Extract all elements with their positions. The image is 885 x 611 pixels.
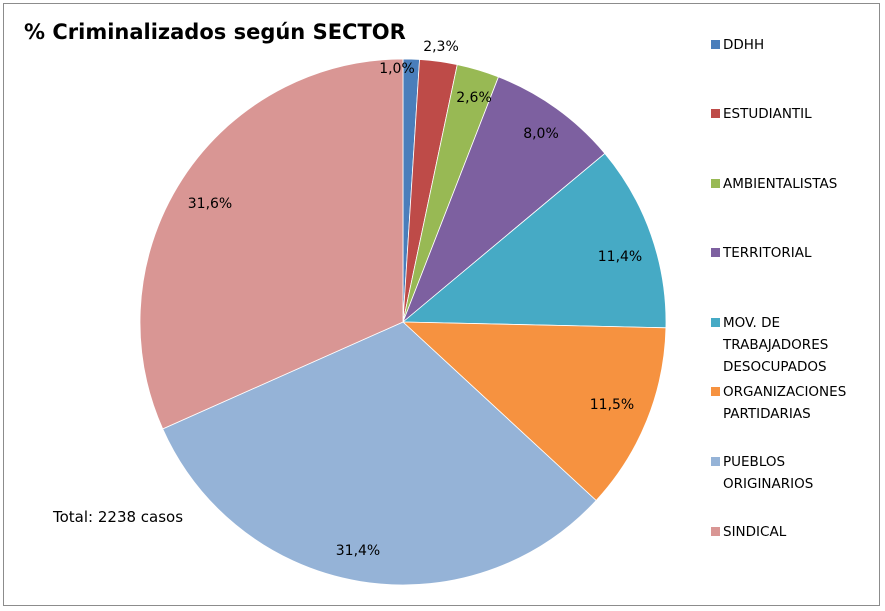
data-label: 11,5%	[590, 397, 634, 413]
legend-label: SINDICAL	[723, 524, 787, 540]
pie-slice-territorial	[402, 76, 606, 323]
legend-label: PUEBLOS ORIGINARIOS	[723, 454, 814, 492]
total-annotation: Total: 2238 casos	[53, 508, 184, 526]
data-label: 2,6%	[456, 90, 492, 106]
pie-slice-sindical	[139, 58, 404, 430]
legend-label: MOV. DE TRABAJADORES DESOCUPADOS	[723, 315, 829, 375]
legend-label: AMBIENTALISTAS	[723, 176, 838, 192]
data-label: 2,3%	[423, 39, 459, 55]
data-label: 31,6%	[188, 196, 232, 212]
chart-frame	[3, 3, 880, 606]
legend-swatch	[711, 527, 720, 536]
legend-label: ESTUDIANTIL	[723, 106, 812, 122]
data-label: 31,4%	[336, 543, 380, 559]
pie-slice-organizaciones-partidarias	[401, 321, 667, 502]
legend-label: DDHH	[723, 37, 765, 53]
legend-swatch	[711, 40, 720, 49]
legend-swatch	[711, 248, 720, 257]
data-label: 8,0%	[523, 126, 559, 142]
chart-title: % Criminalizados según SECTOR	[24, 20, 406, 44]
data-label: 11,4%	[598, 249, 642, 265]
legend-swatch	[711, 109, 720, 118]
legend-swatch	[711, 318, 720, 327]
pie-slice-pueblos-originarios	[162, 321, 597, 586]
legend-swatch	[711, 179, 720, 188]
pie-slice-mov-de-trabajadores-desocupados	[401, 152, 667, 329]
legend-label: ORGANIZACIONES PARTIDARIAS	[723, 384, 847, 422]
legend-swatch	[711, 457, 720, 466]
data-label: 1,0%	[379, 61, 415, 77]
legend-swatch	[711, 387, 720, 396]
legend-label: TERRITORIAL	[723, 245, 812, 261]
